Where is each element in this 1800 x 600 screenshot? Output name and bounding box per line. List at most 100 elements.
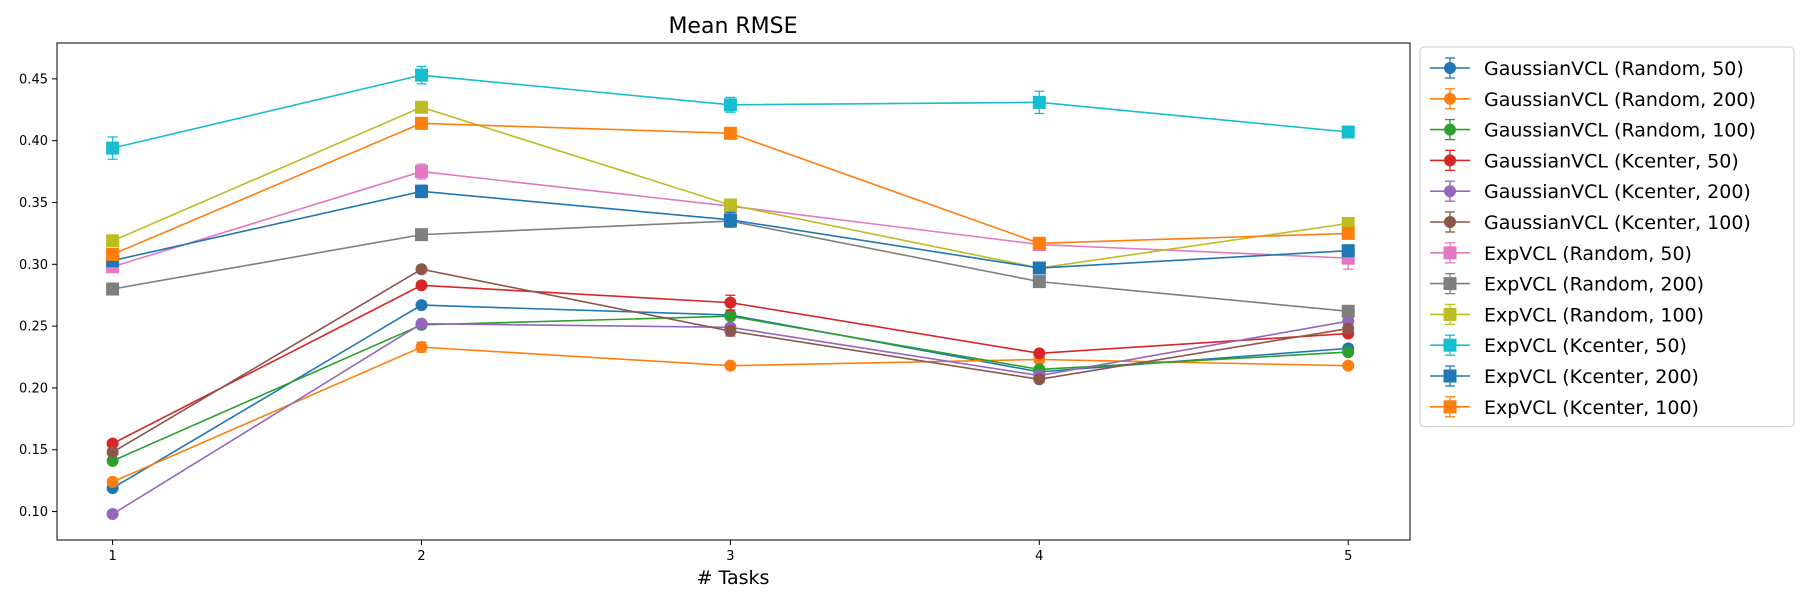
legend-marker: [1443, 338, 1457, 352]
data-point: [1032, 261, 1046, 275]
legend-label: ExpVCL (Random, 100): [1484, 304, 1704, 326]
series-line: [112, 122, 1349, 256]
legend-marker: [1443, 307, 1457, 321]
series-line: [112, 315, 1349, 462]
data-point: [106, 446, 119, 459]
legend-label: ExpVCL (Kcenter, 50): [1484, 335, 1687, 357]
data-point: [415, 184, 429, 198]
y-tick-label: 0.30: [19, 258, 48, 273]
legend-marker: [1444, 154, 1456, 167]
data-point: [415, 68, 429, 82]
y-tick-label: 0.45: [19, 72, 48, 87]
data-point: [1341, 217, 1355, 231]
legend-label: GaussianVCL (Random, 100): [1484, 120, 1756, 142]
legend-entry: GaussianVCL (Random, 100): [1430, 118, 1756, 142]
x-tick-label: 2: [417, 549, 425, 564]
legend-entry: GaussianVCL (Random, 200): [1430, 88, 1756, 111]
data-point: [1341, 125, 1355, 139]
y-tick-label: 0.35: [19, 196, 48, 211]
y-axis: 0.10 0.15 0.20 0.25 0.30 0.35 0.40 0.45: [19, 72, 57, 520]
data-point: [106, 282, 120, 296]
x-tick-label: 3: [726, 549, 734, 564]
data-point: [723, 126, 737, 140]
data-point: [723, 198, 737, 212]
y-tick-label: 0.25: [19, 320, 48, 335]
data-point: [1342, 346, 1355, 359]
data-point: [1341, 226, 1355, 240]
legend-marker: [1444, 62, 1456, 74]
series-12: [106, 116, 1355, 261]
x-axis: 1 2 3 4 5: [108, 540, 1352, 564]
legend-label: GaussianVCL (Random, 50): [1484, 58, 1744, 80]
legend-entry: ExpVCL (Random, 100): [1430, 303, 1704, 326]
legend-marker: [1443, 277, 1457, 291]
legend-entry: GaussianVCL (Kcenter, 100): [1430, 211, 1751, 234]
legend-entry: ExpVCL (Kcenter, 100): [1430, 396, 1699, 419]
legend-label: ExpVCL (Random, 200): [1484, 274, 1704, 296]
data-point: [1032, 95, 1046, 109]
legend-label: ExpVCL (Kcenter, 200): [1484, 366, 1699, 388]
data-point: [106, 234, 120, 248]
legend-entry: ExpVCL (Random, 50): [1430, 242, 1692, 265]
data-point: [1342, 322, 1355, 335]
series-6: [106, 263, 1355, 459]
series-line: [112, 320, 1349, 515]
data-point: [415, 279, 428, 292]
data-point: [1033, 373, 1046, 386]
legend-entry: GaussianVCL (Kcenter, 200): [1430, 180, 1751, 203]
legend: GaussianVCL (Random, 50) GaussianVCL (Ran…: [1419, 46, 1795, 428]
y-tick-label: 0.10: [19, 505, 48, 520]
legend-label: ExpVCL (Random, 50): [1484, 243, 1692, 265]
data-point: [415, 341, 428, 354]
legend-marker: [1444, 185, 1456, 198]
legend-marker: [1444, 216, 1456, 228]
data-point: [724, 310, 737, 323]
data-point: [1341, 304, 1355, 318]
data-point: [723, 98, 737, 112]
series-10: [106, 65, 1355, 160]
data-point: [724, 296, 737, 309]
data-point: [106, 475, 119, 488]
data-point: [724, 325, 737, 338]
legend-entry: GaussianVCL (Kcenter, 50): [1430, 149, 1739, 172]
data-point: [106, 247, 120, 261]
legend-entry: ExpVCL (Kcenter, 200): [1430, 365, 1699, 388]
data-point: [415, 100, 429, 114]
chart-title: Mean RMSE: [668, 14, 797, 39]
y-tick-label: 0.15: [19, 443, 48, 458]
data-point: [106, 437, 119, 450]
legend-label: GaussianVCL (Kcenter, 50): [1484, 150, 1739, 172]
data-point: [415, 263, 428, 276]
y-tick-label: 0.40: [19, 134, 48, 149]
data-point: [415, 317, 428, 330]
legend-entry: GaussianVCL (Random, 50): [1430, 57, 1744, 80]
legend-marker: [1444, 123, 1456, 136]
x-axis-title: # Tasks: [697, 567, 770, 589]
data-point: [415, 165, 429, 179]
data-point: [724, 359, 737, 372]
legend-entry: ExpVCL (Random, 200): [1430, 272, 1704, 296]
legend-label: GaussianVCL (Kcenter, 200): [1484, 181, 1751, 203]
data-point: [415, 116, 429, 130]
data-point: [1032, 275, 1046, 289]
data-point: [106, 141, 120, 155]
series-2: [106, 341, 1355, 488]
x-tick-label: 5: [1344, 549, 1352, 564]
legend-marker: [1443, 246, 1457, 260]
data-point: [1033, 347, 1046, 360]
data-point: [1032, 236, 1046, 250]
data-point: [106, 454, 119, 467]
legend-box: [1419, 46, 1795, 428]
data-point: [415, 228, 429, 242]
series-11: [106, 184, 1355, 275]
legend-label: ExpVCL (Kcenter, 100): [1484, 397, 1699, 419]
data-point: [1341, 244, 1355, 258]
legend-label: GaussianVCL (Random, 200): [1484, 89, 1756, 111]
data-point: [106, 508, 119, 521]
legend-marker: [1443, 400, 1457, 414]
x-tick-label: 4: [1035, 549, 1043, 564]
legend-marker: [1443, 369, 1457, 383]
legend-marker: [1444, 92, 1456, 105]
x-tick-label: 1: [108, 549, 116, 564]
